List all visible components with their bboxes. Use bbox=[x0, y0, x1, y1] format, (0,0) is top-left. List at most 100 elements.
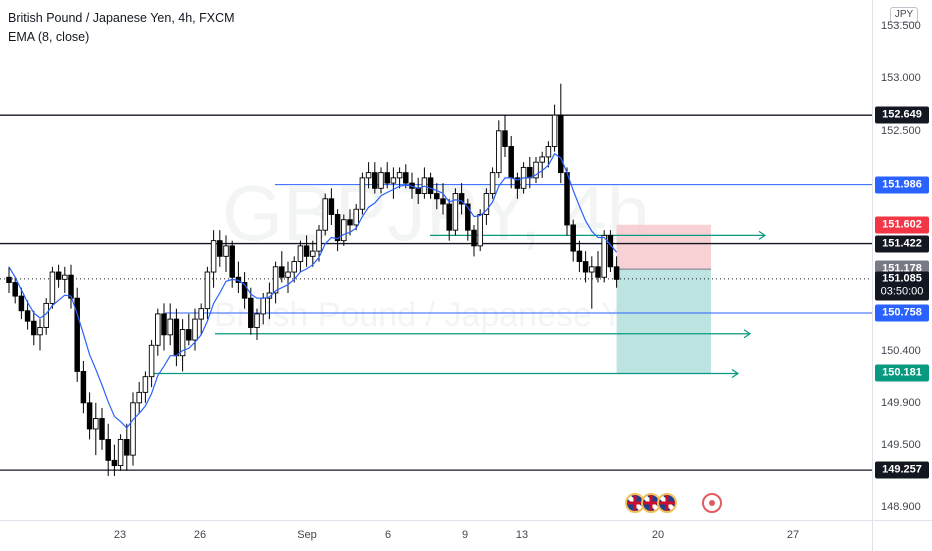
candle-body bbox=[130, 402, 136, 456]
price-tick-label: 152.500 bbox=[881, 124, 921, 137]
candle-body bbox=[334, 214, 341, 242]
price-tick-label: 153.000 bbox=[881, 72, 921, 85]
candle-body bbox=[62, 274, 68, 280]
time-axis[interactable]: 23 26 Sep 6 9 13 20 27 bbox=[0, 520, 872, 551]
ray-arrowhead bbox=[758, 230, 767, 240]
time-tick-label: 27 bbox=[786, 529, 800, 541]
candle-body bbox=[124, 438, 130, 456]
candle-body bbox=[341, 219, 347, 242]
candle-body bbox=[384, 172, 390, 184]
ray-arrowhead bbox=[731, 369, 740, 379]
candle-body bbox=[179, 329, 186, 357]
price-badge-value: 151.422 bbox=[882, 237, 922, 250]
candle-body bbox=[403, 172, 409, 184]
candle-body bbox=[99, 418, 105, 440]
price-chart-svg[interactable] bbox=[0, 0, 872, 520]
candle-body bbox=[303, 245, 310, 257]
candle-body bbox=[477, 214, 483, 247]
candle-body bbox=[167, 318, 173, 336]
candle-body bbox=[415, 187, 421, 195]
candle-body bbox=[378, 172, 384, 189]
candle-body bbox=[173, 318, 180, 357]
time-tick-label: 6 bbox=[384, 529, 392, 541]
candle-body bbox=[241, 282, 248, 299]
stop-loss-zone bbox=[616, 224, 711, 270]
candle-body bbox=[93, 418, 99, 430]
bar-countdown: 03:50:00 bbox=[880, 285, 924, 298]
price-badge: 152.649 bbox=[875, 106, 929, 124]
candle-body bbox=[260, 297, 266, 315]
candle-body bbox=[372, 172, 378, 189]
candle-body bbox=[31, 320, 37, 336]
chart-plot-area[interactable]: GBPJPY, 4h British Pound / Japanese Yen … bbox=[0, 0, 872, 520]
time-tick-label: Sep bbox=[297, 529, 317, 541]
candle-body bbox=[316, 229, 322, 252]
candle-body bbox=[496, 130, 502, 174]
candle-body bbox=[148, 344, 155, 378]
candle-body bbox=[49, 271, 56, 304]
candle-body bbox=[359, 177, 366, 210]
time-tick-label: 13 bbox=[515, 529, 529, 541]
candle-body bbox=[229, 245, 235, 278]
candle-body bbox=[310, 250, 316, 257]
candle-body bbox=[117, 438, 124, 467]
candle-body bbox=[576, 250, 583, 263]
price-tick-label: 149.900 bbox=[881, 396, 921, 409]
time-tick-label: 9 bbox=[461, 529, 469, 541]
candle-body bbox=[471, 229, 477, 247]
ray-arrowhead bbox=[743, 329, 752, 339]
candle-body bbox=[396, 172, 403, 179]
candle-body bbox=[465, 203, 471, 231]
candle-body bbox=[279, 266, 285, 278]
candle-body bbox=[297, 245, 304, 263]
time-tick-label: 20 bbox=[651, 529, 665, 541]
price-axis[interactable]: JPY 153.500 153.000 152.500 150.400 149.900 1… bbox=[872, 0, 932, 520]
candle-body bbox=[68, 274, 74, 299]
candle-body bbox=[204, 271, 211, 310]
take-profit-zone bbox=[616, 269, 711, 374]
candle-body bbox=[74, 297, 80, 372]
candle-body bbox=[285, 271, 291, 278]
price-badge: 149.257 bbox=[875, 461, 929, 479]
candle-body bbox=[80, 370, 87, 404]
candle-body bbox=[613, 266, 620, 280]
price-badge: 151.085 03:50:00 bbox=[875, 271, 929, 301]
target-icon[interactable] bbox=[702, 493, 722, 513]
candle-body bbox=[37, 327, 43, 336]
price-badge: 151.986 bbox=[875, 176, 929, 194]
candle-body bbox=[527, 166, 533, 179]
candle-body bbox=[440, 198, 446, 205]
gb-flag-icon[interactable] bbox=[657, 493, 677, 513]
candle-body bbox=[111, 459, 118, 467]
price-badge-value: 149.257 bbox=[882, 463, 922, 476]
chart-legend-title[interactable]: British Pound / Japanese Yen, 4h, FXCM bbox=[8, 11, 235, 25]
candle-body bbox=[161, 313, 167, 336]
price-tick-label: 149.500 bbox=[881, 438, 921, 451]
candle-body bbox=[545, 146, 552, 158]
price-badge-value: 151.602 bbox=[882, 218, 922, 231]
price-badge: 151.602 bbox=[875, 216, 929, 234]
candle-body bbox=[533, 161, 539, 179]
indicator-legend[interactable]: EMA (8, close) bbox=[8, 30, 90, 44]
currency-button[interactable]: JPY bbox=[890, 7, 918, 23]
candle-body bbox=[514, 177, 521, 189]
price-badge: 151.422 bbox=[875, 235, 929, 253]
candle-body bbox=[291, 261, 297, 273]
price-tick-label: 153.500 bbox=[881, 20, 921, 33]
price-badge-value: 151.085 bbox=[882, 272, 922, 285]
candle-body bbox=[558, 114, 564, 174]
candle-body bbox=[539, 156, 545, 163]
candle-body bbox=[210, 240, 217, 273]
candle-body bbox=[564, 172, 570, 226]
candle-body bbox=[12, 282, 18, 297]
time-tick-label: 23 bbox=[113, 529, 127, 541]
candle-body bbox=[105, 438, 111, 461]
candle-body bbox=[6, 276, 12, 283]
candle-body bbox=[18, 295, 25, 312]
candle-body bbox=[452, 193, 459, 231]
candle-body bbox=[551, 114, 558, 147]
price-badge: 150.758 bbox=[875, 304, 929, 322]
candle-body bbox=[582, 261, 589, 273]
candle-body bbox=[508, 146, 514, 179]
candle-body bbox=[446, 203, 452, 231]
